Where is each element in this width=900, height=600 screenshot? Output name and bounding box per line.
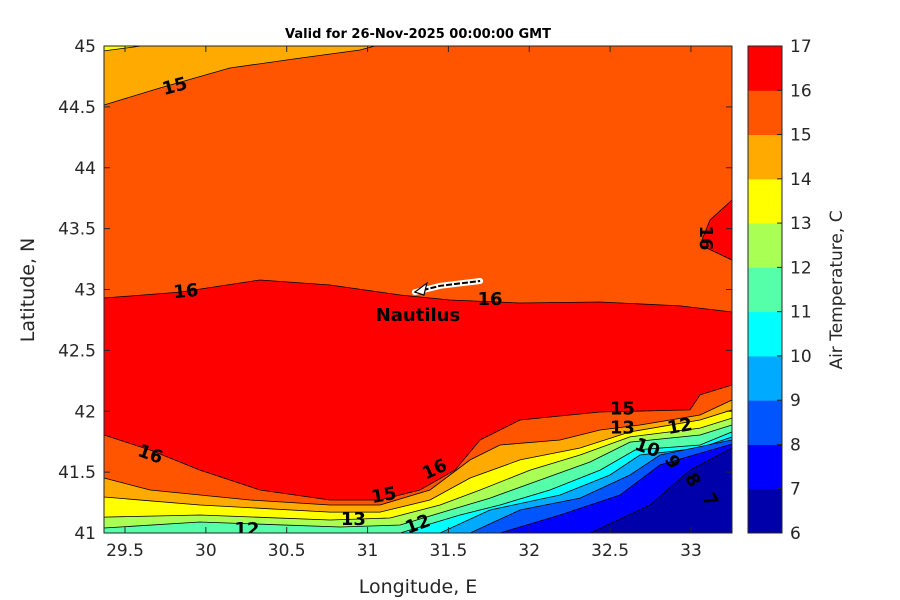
colorbar-tick-label: 17 [790,37,812,57]
contour-line-13 [104,417,732,521]
y-tick-label: 44.5 [58,98,96,118]
y-tick-label: 41 [74,524,96,544]
y-tick-label: 43.5 [58,220,96,240]
contour-region-14 [104,46,376,106]
colorbar-tick-label: 11 [790,303,812,323]
colorbar-tick-label: 12 [790,258,812,278]
x-tick-label: 33 [680,541,702,561]
x-tick-label: 30.5 [268,541,306,561]
colorbar-band-11 [748,267,782,313]
colorbar-tick-label: 10 [790,347,812,367]
axes: 29.5 30 30.5 31 31.5 32 32.5 33 41 41.5 42 42.5 43 43… [58,37,732,561]
x-tick-label: 31 [357,541,379,561]
colorbar-band-12 [748,223,782,268]
contour-label: 16 [478,289,503,310]
colorbar-tick-label: 15 [790,126,812,146]
x-tick-label: 30 [195,541,217,561]
colorbar-band-9 [748,355,782,401]
colorbar-label: Air Temperature, C [827,210,847,369]
colorbar-band-16 [748,46,782,91]
colorbar: 6 7 8 9 10 11 12 13 14 15 16 17 [747,37,812,544]
contour-region-13 [104,46,142,52]
contour-fill-7 [557,448,732,533]
y-tick-label: 42.5 [58,341,96,361]
contour-line-11 [399,431,732,533]
x-axis-label: Longitude, E [359,576,478,598]
contour-label: 15 [610,398,635,419]
y-tick-label: 41.5 [58,463,96,483]
colorbar-tick-label: 7 [790,480,801,500]
contour-line-14 [104,409,732,513]
y-tick-label: 44 [74,159,96,179]
contour-label: 12 [666,414,694,439]
contour-label: 12 [402,510,433,538]
contour-label: 12 [234,519,259,540]
y-tick-label: 43 [74,281,96,301]
colorbar-tick-label: 13 [790,214,812,234]
colorbar-band-6 [748,488,782,534]
y-tick-label: 45 [74,37,96,57]
chart-title: Valid for 26-Nov-2025 00:00:00 GMT [285,27,551,42]
colorbar-tick-label: 8 [790,435,801,455]
colorbar-band-13 [748,178,782,224]
x-tick-label: 32.5 [591,541,629,561]
contour-line-15 [104,399,732,506]
contour-region-16 [699,199,732,261]
contour-label: 16 [695,225,716,250]
y-tick-label: 42 [74,402,96,422]
contour-label: 13 [610,418,635,439]
x-tick-label: 29.5 [106,541,144,561]
colorbar-band-10 [748,311,782,357]
colorbar-tick-label: 9 [790,391,801,411]
colorbar-band-15 [748,90,782,136]
colorbar-tick-label: 6 [790,524,801,544]
contour-label: 15 [370,483,398,508]
contour-line-8 [499,443,732,533]
contour-label: 16 [173,280,200,303]
vessel-label: Nautilus [376,305,461,326]
colorbar-band-8 [748,400,782,445]
colorbar-border [747,45,783,534]
vessel-marker-icon [413,281,428,296]
contour-line-7 [589,447,732,533]
contour-region-16 [104,279,732,501]
x-tick-label: 31.5 [429,541,467,561]
y-axis-label: Latitude, N [17,238,39,343]
colorbar-band-14 [748,134,782,180]
contour-label: 13 [341,509,366,530]
contour-line-12 [104,424,732,529]
x-tick-label: 32 [518,541,540,561]
colorbar-band-7 [748,444,782,490]
colorbar-tick-label: 16 [790,81,812,101]
contour-line-9 [469,439,732,533]
colorbar-tick-label: 14 [790,170,812,190]
